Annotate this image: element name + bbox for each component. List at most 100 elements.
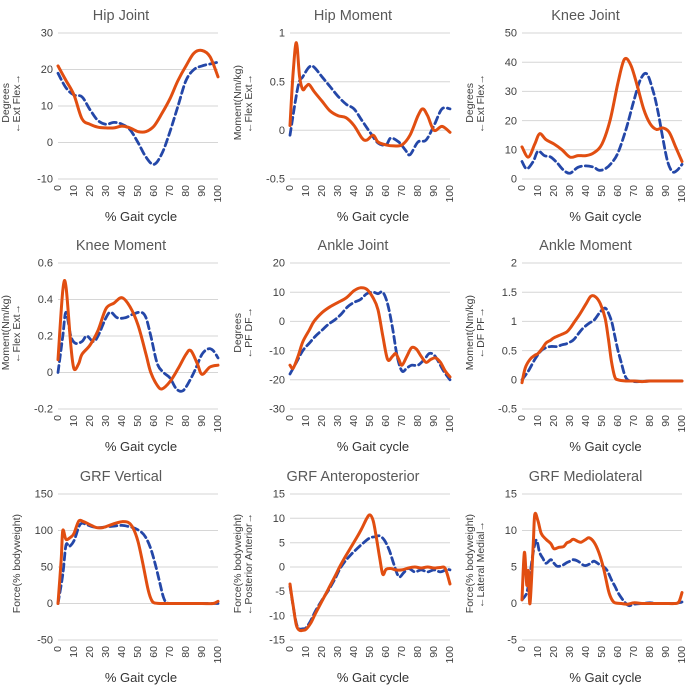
x-tick-label: 0 <box>516 646 528 652</box>
y-tick-label: 30 <box>41 28 53 40</box>
x-tick-label: 80 <box>412 646 424 658</box>
y-tick-label: 0 <box>279 316 285 328</box>
y-tick-label: 0.2 <box>38 331 53 343</box>
x-tick-label: 100 <box>444 185 456 203</box>
x-tick-label: 70 <box>628 415 640 427</box>
x-tick-label: 40 <box>348 646 360 658</box>
x-tick-label: 60 <box>612 646 624 658</box>
x-tick-label: 90 <box>660 415 672 427</box>
series-line-dashed <box>56 521 220 605</box>
series-line-dashed <box>288 64 452 157</box>
x-tick-label: 40 <box>580 415 592 427</box>
y-tick-label: -10 <box>37 174 53 186</box>
x-tick-label: 80 <box>644 185 656 197</box>
x-tick-label: 0 <box>516 415 528 421</box>
x-tick-label: 50 <box>596 646 608 658</box>
y-tick-label: 0.5 <box>270 76 285 88</box>
y-tick-label: -5 <box>507 635 517 647</box>
chart-title: GRF Anteroposterior <box>286 469 420 485</box>
x-tick-label: 70 <box>396 415 408 427</box>
chart-body: Degrees ←Ext Flex→ -10 0 10 20 30 0 10 20 30 40 50… <box>0 27 232 209</box>
y-axis-direction-arrows: ←Flex Ext→ <box>243 73 256 133</box>
y-axis-direction-arrows: ←DF PF→ <box>475 307 488 359</box>
x-axis-title: % Gait cycle <box>569 670 642 685</box>
y-tick-label: 10 <box>273 513 285 525</box>
x-tick-label: 50 <box>364 415 376 427</box>
y-tick-label: 1 <box>279 28 285 40</box>
y-tick-label: 20 <box>41 64 53 76</box>
x-tick-label: 90 <box>196 646 208 658</box>
plot-area: -30 -20 -10 0 10 20 0 10 20 30 40 50 60 70 80 90 100 <box>269 258 456 433</box>
y-tick-label: 5 <box>279 537 285 549</box>
x-tick-label: 20 <box>548 646 560 658</box>
x-tick-label: 60 <box>148 185 160 197</box>
chart-body: Degrees ←Ext Flex→ 0 10 20 30 40 50 0 10 20 30 40 5… <box>464 27 697 209</box>
chart-hip-joint: Hip Joint Degrees ←Ext Flex→ -10 0 10 20 30 0… <box>0 0 232 230</box>
chart-title: Hip Joint <box>92 8 150 24</box>
x-tick-label: 100 <box>444 415 456 433</box>
y-axis-direction-arrows: ←Ext Flex→ <box>11 73 24 133</box>
y-axis-title: Moment(Nm/kg) ←Flex Ext→ <box>232 27 256 209</box>
series-line-dashed <box>56 60 220 166</box>
chart-title: Knee Joint <box>551 8 620 24</box>
y-tick-label: 0.5 <box>502 345 517 357</box>
y-tick-label: 15 <box>505 489 517 501</box>
series-line-dashed <box>288 290 452 382</box>
y-tick-label: 2 <box>511 258 517 270</box>
chart-body: Moment(Nm/kg) ←Flex Ext→ -0.2 0 0.2 0.4 0.6 0… <box>0 257 232 439</box>
x-axis-title: % Gait cycle <box>104 209 178 224</box>
x-tick-label: 100 <box>676 185 688 203</box>
x-tick-label: 90 <box>196 185 208 197</box>
x-tick-label: 70 <box>164 415 176 427</box>
x-tick-label: 60 <box>148 415 160 427</box>
x-tick-label: 100 <box>676 646 688 664</box>
series-line-dashed <box>520 71 684 175</box>
y-axis-title: Force(% bodyweight) <box>0 488 24 670</box>
y-tick-label: -10 <box>269 610 285 622</box>
x-tick-label: 80 <box>180 415 192 427</box>
x-tick-label: 50 <box>364 646 376 658</box>
x-tick-label: 70 <box>164 646 176 658</box>
chart-body: Force(% bodyweight) -50 0 50 100 150 0 10 20 30 4… <box>0 488 232 670</box>
x-axis-title: % Gait cycle <box>569 209 642 224</box>
x-tick-label: 20 <box>548 415 560 427</box>
x-tick-label: 20 <box>316 415 328 427</box>
x-tick-label: 30 <box>100 415 112 427</box>
x-tick-label: 10 <box>68 646 80 658</box>
y-tick-label: -50 <box>37 635 53 647</box>
x-tick-label: 50 <box>132 185 144 197</box>
x-tick-label: 70 <box>628 185 640 197</box>
x-tick-label: 20 <box>84 415 96 427</box>
x-tick-label: 80 <box>644 646 656 658</box>
x-tick-label: 0 <box>516 185 528 191</box>
x-tick-label: 30 <box>332 646 344 658</box>
x-tick-label: 50 <box>596 185 608 197</box>
x-tick-label: 80 <box>644 415 656 427</box>
x-tick-label: 90 <box>428 185 440 197</box>
x-tick-label: 70 <box>396 185 408 197</box>
y-tick-label: 0 <box>511 174 517 186</box>
x-tick-label: 10 <box>532 415 544 427</box>
y-tick-label: -0.5 <box>498 404 517 416</box>
chart-title: Ankle Moment <box>539 238 632 254</box>
y-axis-title-line: Force(% bodyweight) <box>11 514 24 614</box>
x-tick-label: 90 <box>196 415 208 427</box>
plot-area: -0.200.20.40.60 10 20 30 40 50 60 70 80 90 100 <box>34 258 224 433</box>
x-tick-label: 0 <box>284 646 296 652</box>
x-tick-label: 10 <box>300 185 312 197</box>
y-tick-label: 50 <box>505 28 517 40</box>
series-line-solid <box>288 286 452 379</box>
chart-grf-vertical: GRF Vertical Force(% bodyweight) -50 0 50 1… <box>0 461 232 692</box>
y-tick-label: 1 <box>511 316 517 328</box>
x-tick-label: 60 <box>380 415 392 427</box>
y-tick-label: 40 <box>505 57 517 69</box>
x-axis-title: % Gait cycle <box>104 439 178 454</box>
x-tick-label: 80 <box>412 415 424 427</box>
chart-ankle-joint: Ankle Joint Degrees ←PF DF→ -30 -20 -10 0 10… <box>232 230 464 461</box>
x-axis-title: % Gait cycle <box>336 439 410 454</box>
y-axis-direction-arrows: ←Posterior Anterior→ <box>243 512 256 616</box>
y-axis-title: Force(% bodyweight) ←Lateral Medial→ <box>464 488 488 670</box>
x-tick-label: 20 <box>316 185 328 197</box>
